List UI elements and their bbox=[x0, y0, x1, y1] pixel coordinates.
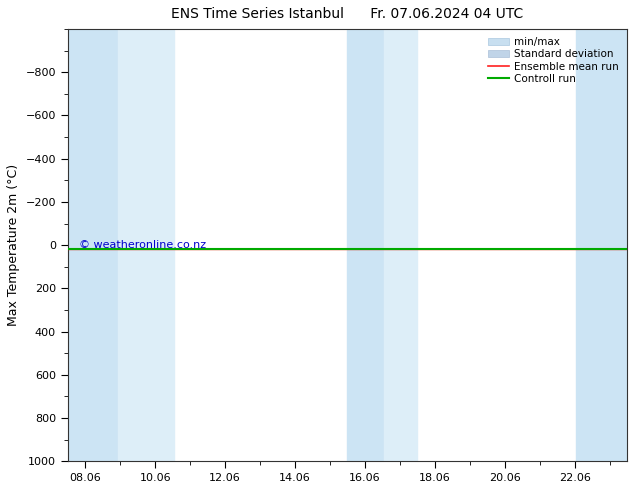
Y-axis label: Max Temperature 2m (°C): Max Temperature 2m (°C) bbox=[7, 164, 20, 326]
Title: ENS Time Series Istanbul      Fr. 07.06.2024 04 UTC: ENS Time Series Istanbul Fr. 07.06.2024 … bbox=[171, 7, 524, 21]
Bar bbox=[384, 29, 417, 461]
Bar bbox=[576, 29, 627, 461]
Bar bbox=[68, 29, 119, 461]
Text: © weatheronline.co.nz: © weatheronline.co.nz bbox=[79, 240, 206, 250]
Legend: min/max, Standard deviation, Ensemble mean run, Controll run: min/max, Standard deviation, Ensemble me… bbox=[485, 34, 622, 87]
Bar bbox=[119, 29, 174, 461]
Bar bbox=[347, 29, 384, 461]
